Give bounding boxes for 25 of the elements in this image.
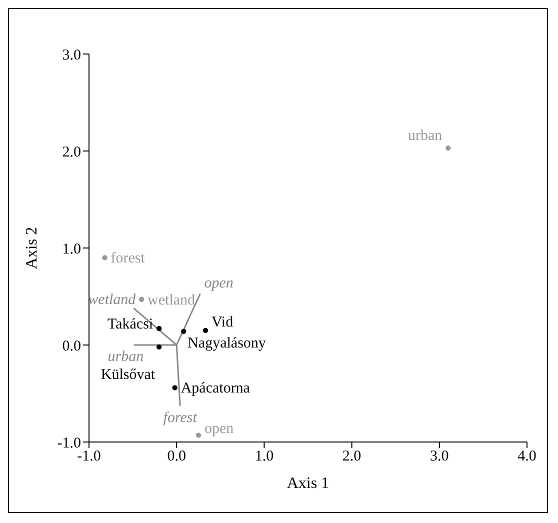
- series-label: wetland: [148, 292, 196, 308]
- series-label: Takácsi: [107, 316, 154, 333]
- x-tick-label: 0.0: [167, 448, 186, 465]
- series-label: Nagyalásony: [188, 335, 266, 352]
- y-axis-title: Axis 2: [24, 226, 41, 270]
- series-label: forest: [110, 250, 146, 267]
- y-tick-label: 0.0: [62, 338, 81, 354]
- series-label: urban: [408, 128, 443, 144]
- x-tick-label: -1.0: [77, 448, 101, 465]
- series-label: urban: [108, 349, 144, 365]
- series-label: Vid: [212, 314, 234, 330]
- y-tick-label: 1.0: [62, 241, 81, 258]
- x-tick-label: 3.0: [430, 448, 449, 465]
- series-label: Apácatorna: [180, 380, 250, 397]
- series-label: Külsővat: [100, 366, 156, 383]
- series-label: forest: [163, 410, 198, 426]
- x-tick-label: 1.0: [254, 448, 274, 465]
- y-tick-label: 2.0: [62, 144, 81, 160]
- series-label: open: [204, 276, 234, 292]
- y-tick-label: -1.0: [57, 435, 81, 452]
- x-tick-label: 4.0: [518, 448, 536, 465]
- x-axis-title: Axis 1: [286, 475, 330, 492]
- y-tick-label: 3.0: [62, 47, 81, 64]
- series-label: open: [204, 421, 234, 438]
- x-tick-label: 2.0: [342, 448, 362, 465]
